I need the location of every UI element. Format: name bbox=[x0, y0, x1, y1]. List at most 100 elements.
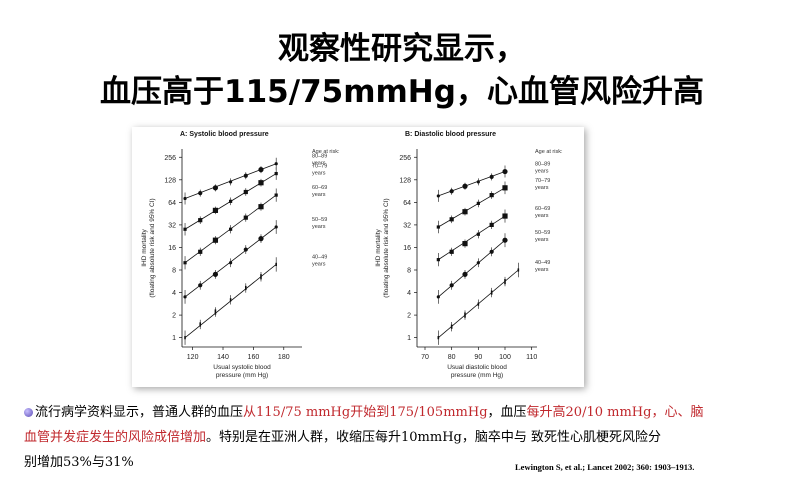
panel-a-data-point bbox=[258, 167, 264, 173]
panel-a-data-point bbox=[183, 261, 187, 265]
panel-b-data-point bbox=[449, 217, 454, 222]
figure-panel: A: Systolic blood pressure 1 2 4 8 16 32 64 128 2… bbox=[132, 127, 584, 387]
panel-a-x-tick-label: 140 bbox=[217, 354, 229, 361]
panel-b-x-tick-label: 80 bbox=[448, 354, 456, 361]
panel-b-data-point bbox=[476, 232, 480, 236]
panel-b-legend-entry: 50–59 bbox=[535, 230, 550, 236]
panel-b-data-point bbox=[517, 268, 520, 272]
panel-b-data-point bbox=[436, 225, 440, 229]
panel-a-y-tick-label: 16 bbox=[168, 245, 176, 252]
panel-b-legend-entry-unit: years bbox=[535, 185, 549, 191]
panel-a-data-point bbox=[198, 249, 203, 254]
panel-b-data-point bbox=[489, 222, 494, 228]
panel-a-x-tick-label: 160 bbox=[248, 354, 260, 361]
panel-b-series-line bbox=[438, 239, 506, 298]
panel-b-data-point bbox=[502, 168, 508, 175]
panel-b-series-line bbox=[438, 215, 506, 260]
panel-a-legend-entry: 80–89 bbox=[312, 154, 327, 160]
panel-a-data-point bbox=[258, 236, 264, 242]
body-text-4: 别增加53%与31% bbox=[24, 455, 134, 470]
panel-b-data-point bbox=[502, 185, 508, 191]
panel-a-data-point bbox=[243, 173, 248, 178]
panel-a-y-axis-label: (floating absolute risk and 95% CI) bbox=[149, 198, 156, 297]
panel-b-legend-entry-unit: years bbox=[535, 267, 549, 273]
panel-a-x-axis-label: Usual systolic blood bbox=[213, 364, 271, 371]
panel-b-y-tick-label: 1 bbox=[407, 335, 411, 342]
panel-a-y-axis-label: IHD mortality bbox=[141, 228, 148, 266]
panel-a-data-point bbox=[229, 199, 233, 203]
panel-a-data-point bbox=[274, 171, 278, 176]
panel-b-x-tick-label: 90 bbox=[474, 354, 482, 361]
slide-title-line-2: 血压高于115/75mmHg，心血管风险升高 bbox=[100, 74, 704, 110]
body-highlight-3: 血管并发症发生的风险成倍增加 bbox=[24, 430, 207, 445]
panel-a-data-point bbox=[183, 227, 187, 231]
bullet-icon bbox=[24, 408, 33, 417]
panel-b-data-point bbox=[476, 180, 480, 184]
panel-b-data-point bbox=[449, 249, 454, 254]
panel-a-y-tick-label: 8 bbox=[172, 267, 176, 274]
panel-b-data-point bbox=[436, 258, 440, 262]
panel-a-x-axis-label: pressure (mm Hg) bbox=[216, 372, 268, 379]
panel-b-x-axis-label: Usual diastolic blood bbox=[447, 364, 507, 371]
panel-b-data-point bbox=[464, 312, 466, 318]
panel-a-y-tick-label: 1 bbox=[172, 335, 176, 342]
panel-b-y-tick-label: 4 bbox=[407, 290, 411, 297]
panel-b-legend-entry: 70–79 bbox=[535, 178, 550, 184]
panel-b-legend-title: Age at risk: bbox=[535, 149, 563, 155]
panel-a-data-point bbox=[199, 322, 202, 327]
panel-a-x-tick-label: 180 bbox=[278, 354, 290, 361]
panel-a-data-point bbox=[258, 180, 264, 186]
panel-b-legend-entry-unit: years bbox=[535, 169, 549, 175]
panel-a-legend-entry: 60–69 bbox=[312, 185, 327, 191]
panel-a-data-point bbox=[212, 237, 219, 243]
panel-a-data-point bbox=[244, 285, 247, 291]
panel-b-data-point bbox=[476, 201, 480, 205]
panel-a-data-point bbox=[275, 262, 277, 267]
panel-b-legend-entry-unit: years bbox=[535, 237, 549, 243]
panel-a-data-point bbox=[214, 309, 217, 315]
panel-a-data-point bbox=[212, 207, 219, 213]
citation: Lewington S, et al.; Lancet 2002; 360: 1… bbox=[515, 462, 695, 472]
panel-b-data-point bbox=[502, 213, 508, 219]
panel-b-data-point bbox=[477, 302, 480, 306]
panel-a-y-tick-label: 256 bbox=[164, 155, 176, 162]
panel-a-data-point bbox=[183, 295, 187, 299]
panel-a-data-point bbox=[229, 180, 233, 184]
panel-b-data-point bbox=[489, 192, 494, 198]
panel-a-legend-entry-unit: years bbox=[312, 261, 326, 267]
panel-a-y-tick-label: 2 bbox=[172, 313, 176, 320]
panel-a-y-tick-label: 64 bbox=[168, 200, 176, 207]
panel-b-data-point bbox=[462, 209, 468, 215]
panel-a-y-tick-label: 32 bbox=[168, 222, 176, 229]
panel-a-data-point bbox=[274, 225, 278, 229]
panel-b-data-point bbox=[450, 324, 453, 329]
panel-b-y-tick-label: 64 bbox=[403, 200, 411, 207]
panel-b-data-point bbox=[462, 271, 468, 277]
panel-a-legend-entry: 70–79 bbox=[312, 164, 327, 170]
panel-a-title: A: Systolic blood pressure bbox=[180, 131, 269, 138]
panel-a-y-tick-label: 128 bbox=[164, 177, 176, 184]
panel-b-y-tick-label: 2 bbox=[407, 313, 411, 320]
panel-b-x-tick-label: 100 bbox=[499, 354, 511, 361]
body-text-3: 。特别是在亚洲人群，收缩压每升10mmHg，脑卒中与 致死性心肌梗死风险分 bbox=[206, 430, 662, 445]
panel-b-data-point bbox=[489, 249, 494, 254]
slide-title-line-1: 观察性研究显示， bbox=[278, 31, 526, 67]
panel-a-data-point bbox=[243, 247, 248, 252]
panel-a-legend-entry: 50–59 bbox=[312, 217, 327, 223]
panel-a-data-point bbox=[183, 196, 187, 201]
panel-a-data-point bbox=[198, 283, 203, 288]
panel-a-data-point bbox=[212, 271, 219, 277]
panel-a-x-tick-label: 120 bbox=[187, 354, 199, 361]
panel-b-data-point bbox=[449, 189, 454, 194]
body-paragraph: 流行病学资料显示，普通人群的血压从115/75 mmHg开始到175/105mm… bbox=[24, 400, 724, 475]
panel-a-legend-title: Age at risk: bbox=[312, 149, 340, 155]
panel-b-x-tick-label: 70 bbox=[421, 354, 429, 361]
panel-b-y-tick-label: 128 bbox=[399, 177, 411, 184]
panel-b-data-point bbox=[462, 241, 468, 247]
panel-b-data-point bbox=[502, 237, 508, 243]
panel-b-y-tick-label: 8 bbox=[407, 267, 411, 274]
panel-b-series-line bbox=[438, 187, 506, 228]
panel-b-data-point bbox=[489, 174, 494, 179]
panel-a-legend-entry-unit: years bbox=[312, 192, 326, 198]
panel-b-legend-entry-unit: years bbox=[535, 213, 549, 219]
